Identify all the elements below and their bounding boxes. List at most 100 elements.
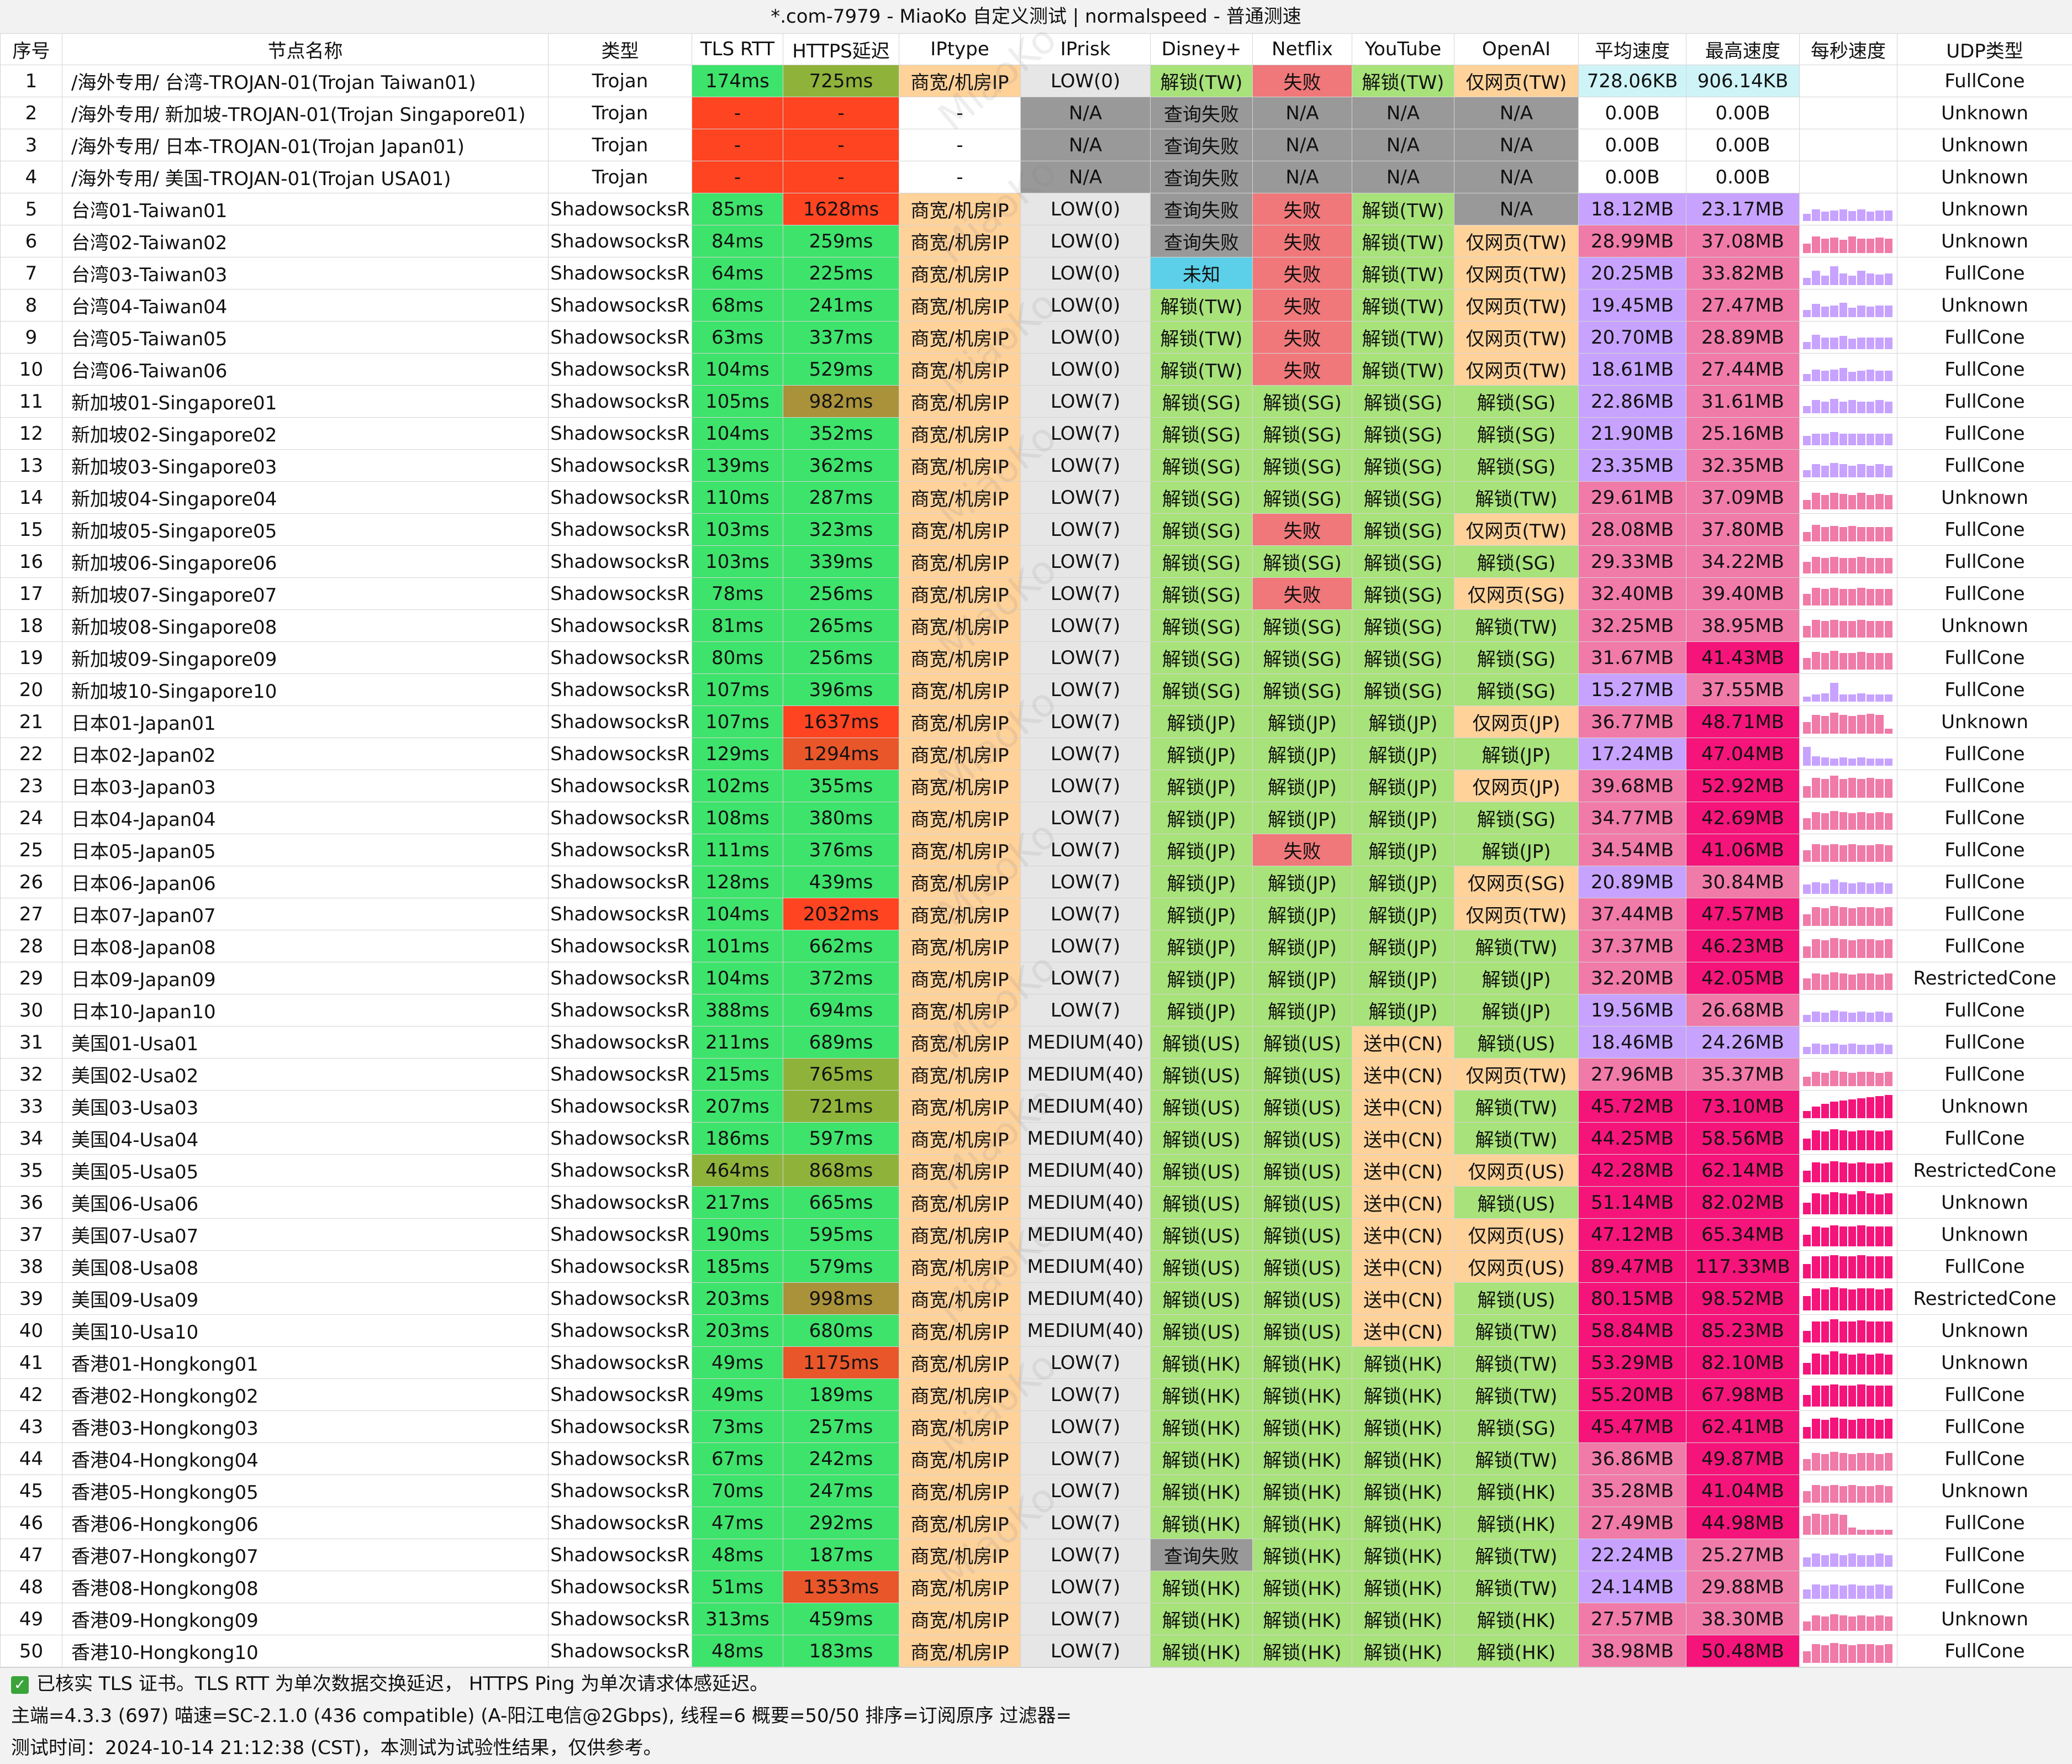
speed-bar (1830, 463, 1838, 477)
speed-bar (1885, 306, 1892, 317)
col-type-header[interactable]: 类型 (549, 34, 692, 65)
udp-type-cell: FullCone (1897, 674, 2072, 706)
col-node-name-header[interactable]: 节点名称 (62, 34, 549, 65)
type-cell: ShadowsocksR (549, 802, 692, 834)
index-cell: 11 (1, 386, 62, 418)
netflix-cell: 解锁(US) (1253, 1219, 1352, 1251)
netflix-cell: N/A (1253, 97, 1352, 129)
per-second-speed-sparkline (1800, 1219, 1897, 1251)
table-row[interactable]: 1/海外专用/ 台湾-TROJAN-01(Trojan Taiwan01)Tro… (1, 65, 2072, 97)
avg-speed-cell: 27.96MB (1579, 1059, 1686, 1091)
https-latency-cell: 187ms (783, 1539, 899, 1571)
col-max-speed-header[interactable]: 最高速度 (1686, 34, 1800, 65)
netflix-cell: 解锁(HK) (1253, 1379, 1352, 1411)
table-row[interactable]: 4/海外专用/ 美国-TROJAN-01(Trojan USA01)Trojan… (1, 161, 2072, 193)
speed-bar (1857, 1288, 1865, 1310)
col-iprisk-header[interactable]: IPrisk (1021, 34, 1151, 65)
type-cell: ShadowsocksR (549, 546, 692, 578)
speed-bar (1885, 1130, 1892, 1150)
col-avg-speed-header[interactable]: 平均速度 (1579, 34, 1686, 65)
openai-cell: 仅网页(US) (1454, 1219, 1579, 1251)
col-per-second-header[interactable]: 每秒速度 (1800, 34, 1897, 65)
col-openai-header[interactable]: OpenAI (1454, 34, 1579, 65)
col-youtube-header[interactable]: YouTube (1352, 34, 1454, 65)
avg-speed-cell: 32.25MB (1579, 610, 1686, 642)
table-row[interactable]: 3/海外专用/ 日本-TROJAN-01(Trojan Japan01)Troj… (1, 129, 2072, 161)
index-cell: 3 (1, 129, 62, 161)
speed-bar (1875, 1454, 1883, 1470)
col-index-header[interactable]: 序号 (1, 34, 62, 65)
https-latency-cell: 355ms (783, 770, 899, 802)
speed-bar (1839, 1486, 1847, 1502)
netflix-cell: 解锁(HK) (1253, 1475, 1352, 1507)
type-cell: ShadowsocksR (549, 1507, 692, 1539)
node-name-cell: 美国04-Usa04 (62, 1123, 549, 1155)
disney-cell: 解锁(US) (1151, 1091, 1253, 1123)
iptype-cell: 商宽/机房IP (899, 257, 1021, 289)
iptype-cell: 商宽/机房IP (899, 1283, 1021, 1315)
col-disney-header[interactable]: Disney+ (1151, 34, 1253, 65)
tls-rtt-cell: 107ms (692, 674, 783, 706)
speed-bar (1821, 1454, 1829, 1470)
speed-bar (1830, 880, 1838, 893)
table-row[interactable]: 2/海外专用/ 新加坡-TROJAN-01(Trojan Singapore01… (1, 97, 2072, 129)
col-netflix-header[interactable]: Netflix (1253, 34, 1352, 65)
col-udp-type-header[interactable]: UDP类型 (1897, 34, 2072, 65)
speed-bar (1839, 1515, 1847, 1535)
tls-rtt-cell: - (692, 161, 783, 193)
speed-bar (1830, 1071, 1838, 1086)
col-iptype-header[interactable]: IPtype (899, 34, 1021, 65)
col-https-latency-header[interactable]: HTTPS延迟 (783, 34, 899, 65)
col-tls-rtt-header[interactable]: TLS RTT (692, 34, 783, 65)
footer-note: ✓已核实 TLS 证书。TLS RTT 为单次数据交换延迟， HTTPS Pin… (0, 1668, 2072, 1700)
speed-bar (1848, 1584, 1856, 1598)
netflix-cell: 解锁(US) (1253, 1123, 1352, 1155)
